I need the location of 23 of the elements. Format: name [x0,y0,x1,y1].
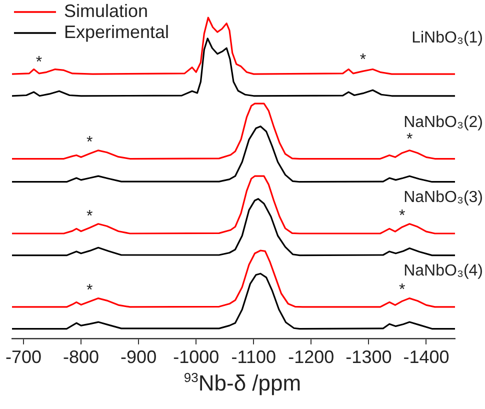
annotation: * [36,54,42,71]
annotation: * [398,207,406,224]
x-tick-label: -1200 [288,347,334,368]
annotation: * [86,134,93,152]
x-tick-label: -1400 [403,347,450,368]
x-tick-label: -700 [5,347,42,368]
annotation: NaNbO₃(3) [404,188,483,206]
annotation: NaNbO₃(4) [404,262,483,280]
annotation: * [406,130,413,148]
legend-label: Experimental [64,22,170,42]
x-tick-label: -1000 [173,347,220,368]
annotation: * [398,282,406,299]
legend-label: Simulation [64,0,148,21]
annotation: NaNbO₃(2) [404,114,483,132]
x-tick-label: -1300 [346,347,392,368]
annotation: * [86,208,93,226]
annotation: * [86,282,93,299]
annotation: LiNbO₃(1) [412,29,483,46]
x-tick-label: -1100 [231,347,276,368]
annotation: * [360,52,366,69]
x-axis-title: $^{93}$Nb-δ /ppm [182,370,302,396]
x-tick-label: -800 [63,347,100,368]
x-tick-label: -900 [120,347,157,368]
